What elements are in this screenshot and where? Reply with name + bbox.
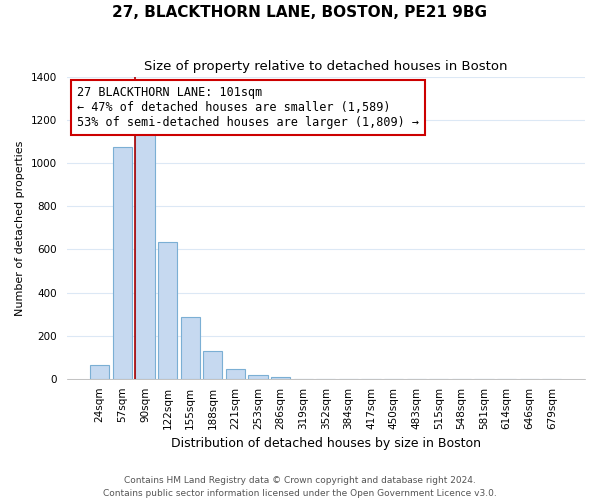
Text: 27 BLACKTHORN LANE: 101sqm
← 47% of detached houses are smaller (1,589)
53% of s: 27 BLACKTHORN LANE: 101sqm ← 47% of deta…: [77, 86, 419, 129]
Bar: [113, 147, 132, 379]
Bar: [90, 365, 109, 379]
Title: Size of property relative to detached houses in Boston: Size of property relative to detached ho…: [144, 60, 508, 73]
Text: 27, BLACKTHORN LANE, BOSTON, PE21 9BG: 27, BLACKTHORN LANE, BOSTON, PE21 9BG: [113, 5, 487, 20]
Bar: [203, 351, 223, 379]
Text: Contains HM Land Registry data © Crown copyright and database right 2024.
Contai: Contains HM Land Registry data © Crown c…: [103, 476, 497, 498]
Bar: [181, 318, 200, 379]
X-axis label: Distribution of detached houses by size in Boston: Distribution of detached houses by size …: [171, 437, 481, 450]
Bar: [226, 368, 245, 379]
Y-axis label: Number of detached properties: Number of detached properties: [15, 140, 25, 316]
Bar: [248, 374, 268, 379]
Bar: [136, 128, 155, 379]
Bar: [271, 376, 290, 379]
Bar: [158, 242, 177, 379]
